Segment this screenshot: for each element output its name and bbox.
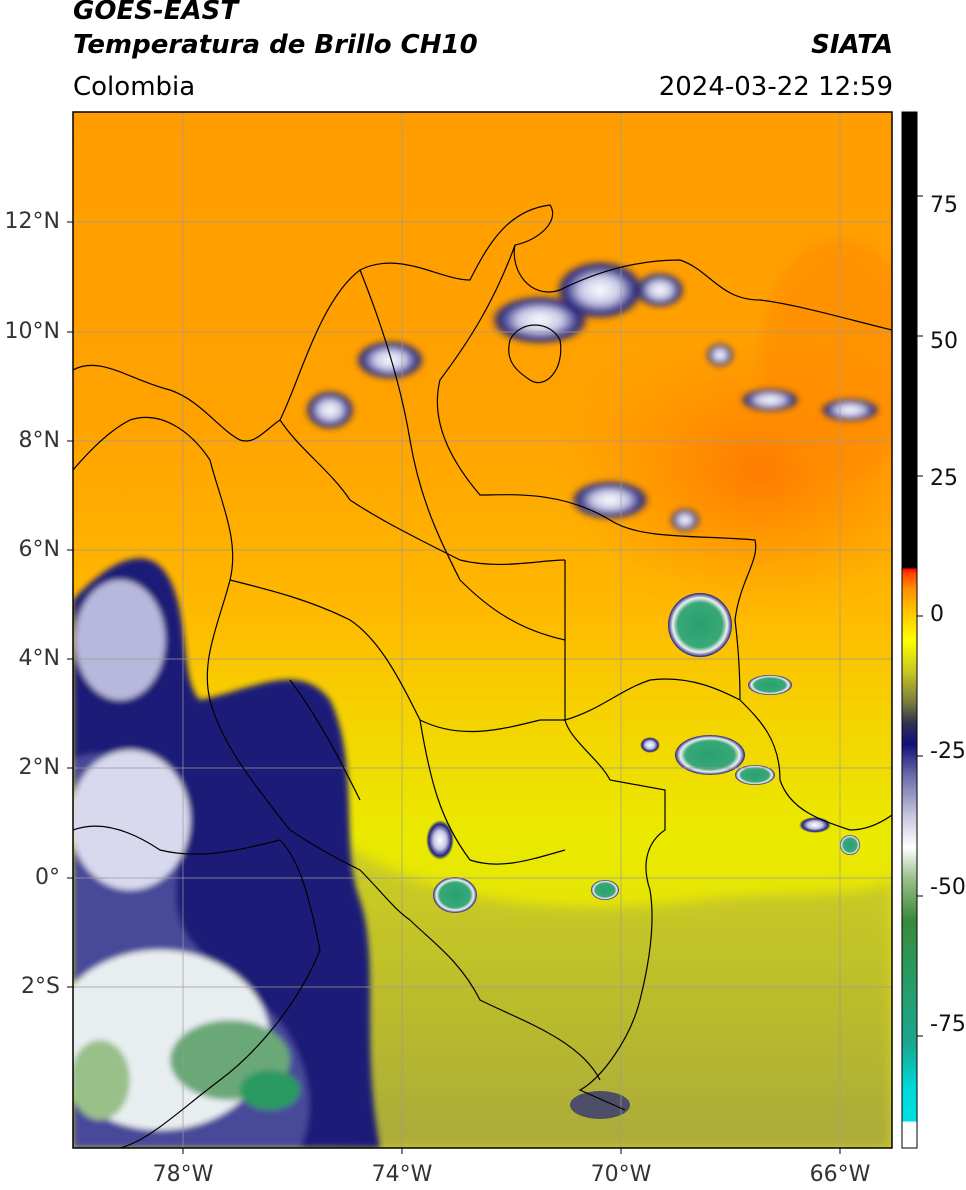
northern-clouds — [305, 260, 880, 532]
colorbar-label: -75 — [930, 1012, 966, 1037]
lat-label: 6°N — [18, 537, 60, 562]
lat-label: 2°N — [18, 755, 60, 780]
lat-label: 2°S — [21, 974, 60, 999]
gridlines — [73, 112, 892, 1148]
tick-marks — [67, 221, 841, 1154]
lon-label: 66°W — [809, 1162, 871, 1187]
product-title: Temperatura de Brillo CH10 — [73, 30, 478, 60]
lat-label: 8°N — [18, 428, 60, 453]
lon-label: 78°W — [152, 1162, 214, 1187]
region-label: Colombia — [73, 72, 196, 102]
lat-label: 12°N — [4, 209, 60, 234]
map-frame — [72, 111, 893, 1149]
lon-label: 74°W — [371, 1162, 433, 1187]
western-cloud-mass — [73, 558, 380, 1148]
convective-cells — [426, 593, 860, 1119]
lon-label: 70°W — [590, 1162, 652, 1187]
satellite-title: GOES-EAST — [73, 0, 239, 26]
colorbar-label: 50 — [930, 329, 958, 354]
datetime-label: 2024-03-22 12:59 — [658, 72, 893, 102]
lat-label: 0° — [35, 865, 60, 890]
lat-label: 4°N — [18, 646, 60, 671]
colorbar-label: 0 — [930, 602, 944, 627]
colorbar-label: 75 — [930, 193, 958, 218]
colorbar-ticks — [917, 195, 923, 1037]
colorbar-label: -50 — [930, 875, 966, 900]
borders — [73, 204, 892, 1148]
org-label: SIATA — [811, 30, 893, 60]
colorbar — [901, 111, 918, 1149]
colorbar-label: 25 — [930, 466, 958, 491]
colorbar-label: -25 — [930, 739, 966, 764]
lat-label: 10°N — [4, 319, 60, 344]
